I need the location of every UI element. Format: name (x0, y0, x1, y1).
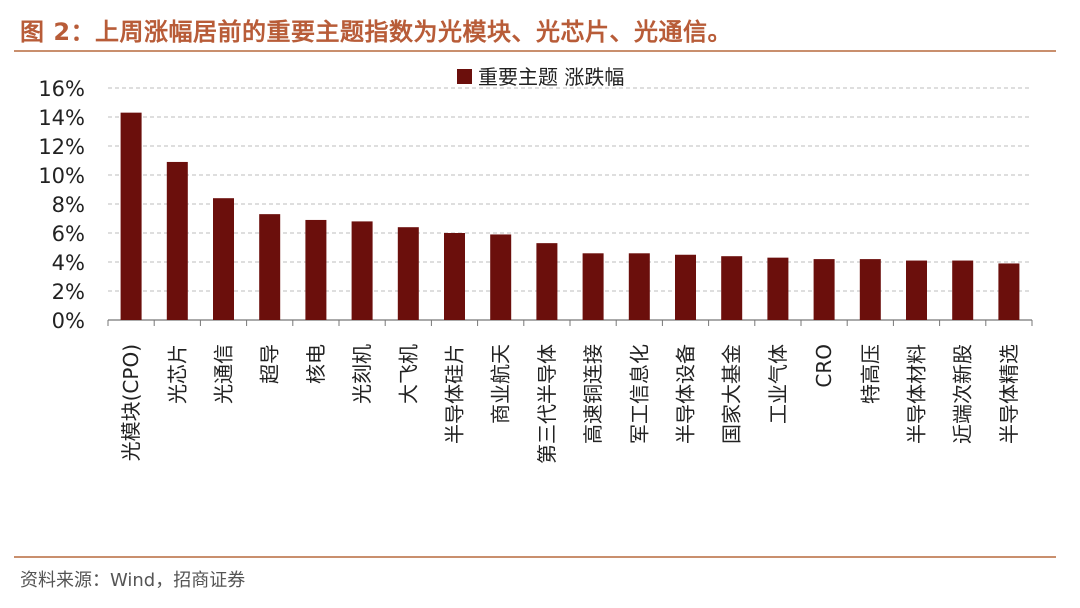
y-tick-label: 4% (52, 251, 85, 275)
x-category-label: 特高压 (858, 344, 882, 404)
x-category-label: 半导体材料 (905, 344, 929, 444)
x-category-label: 光芯片 (165, 344, 189, 404)
x-category-label: CRO (812, 344, 836, 388)
bar (166, 161, 188, 320)
bar (305, 219, 327, 320)
bar (490, 234, 512, 320)
x-category-label: 高速铜连接 (581, 344, 605, 444)
x-category-label: 半导体硅片 (443, 344, 467, 444)
x-category-label: 近端次新股 (951, 344, 975, 444)
bar (906, 260, 927, 320)
figure-title: 图 2：上周涨幅居前的重要主题指数为光模块、光芯片、光通信。 (20, 18, 733, 46)
bar (721, 256, 743, 320)
bar (628, 253, 650, 320)
legend-label: 重要主题 涨跌幅 (478, 65, 624, 89)
bar (444, 233, 465, 320)
x-category-label: 半导体精选 (997, 344, 1021, 444)
y-tick-label: 10% (38, 164, 85, 188)
x-category-label: 第三代半导体 (535, 344, 559, 464)
bar (397, 227, 419, 320)
y-tick-label: 6% (52, 222, 85, 246)
source-note: 资料来源：Wind，招商证券 (20, 570, 246, 591)
title-rule (14, 50, 1056, 52)
bar (536, 243, 558, 320)
y-tick-label: 14% (38, 106, 85, 130)
y-tick-label: 12% (38, 135, 85, 159)
y-tick-label: 0% (52, 309, 85, 333)
bar-chart: 0% 2% 4% 6% 8% 10% 12% 14% 16% 光模块(CPO) 光芯片 光通信 超导 核电… (38, 65, 1033, 464)
bar (351, 221, 373, 320)
bar (213, 198, 234, 320)
x-category-label: 国家大基金 (720, 344, 744, 444)
x-category-label: 军工信息化 (627, 344, 651, 444)
x-category-label: 商业航天 (489, 344, 513, 424)
bar (813, 259, 835, 320)
bar (998, 263, 1020, 320)
bar (259, 214, 281, 320)
bar (952, 260, 974, 320)
x-category-label: 半导体设备 (674, 344, 698, 444)
x-category-label: 超导 (258, 344, 282, 384)
legend-swatch (457, 69, 472, 84)
x-category-label: 光模块(CPO) (119, 344, 143, 461)
x-category-label: 核电 (304, 344, 328, 384)
x-category-label: 大飞机 (396, 344, 420, 404)
bar (120, 112, 142, 321)
bar (675, 254, 696, 320)
x-category-label: 光通信 (212, 344, 236, 404)
bar (767, 257, 789, 320)
bar (859, 259, 881, 320)
bar (582, 253, 604, 320)
y-tick-label: 2% (52, 280, 85, 304)
x-category-label: 光刻机 (350, 344, 374, 404)
y-tick-label: 8% (52, 193, 85, 217)
x-category-label: 工业气体 (766, 344, 790, 424)
source-rule (14, 556, 1056, 558)
y-tick-label: 16% (38, 77, 85, 101)
